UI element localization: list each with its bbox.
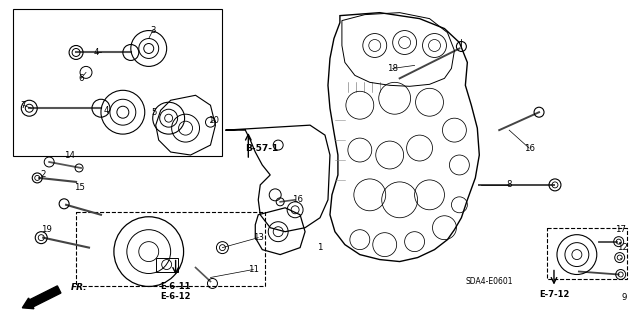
Text: 19: 19 (41, 225, 52, 234)
Text: B-57-1: B-57-1 (245, 144, 278, 153)
Text: 11: 11 (248, 265, 259, 274)
Text: 16: 16 (524, 144, 534, 153)
Text: 5: 5 (151, 108, 156, 117)
Text: SDA4-E0601: SDA4-E0601 (465, 277, 513, 286)
Bar (156, 258, 178, 271)
Text: 17: 17 (615, 225, 626, 234)
Text: E-6-12: E-6-12 (161, 292, 191, 301)
Text: 14: 14 (63, 150, 75, 160)
Text: 7: 7 (20, 101, 26, 110)
Text: 15: 15 (74, 183, 84, 192)
Text: 18: 18 (387, 64, 398, 73)
Text: 6: 6 (78, 74, 84, 83)
FancyArrow shape (22, 286, 61, 309)
Text: 2: 2 (40, 171, 46, 180)
Text: FR.: FR. (71, 283, 88, 292)
Text: 1: 1 (317, 243, 323, 252)
Text: 3: 3 (150, 26, 156, 35)
Text: 9: 9 (622, 293, 627, 302)
Bar (13, 9, 223, 156)
Text: 12: 12 (617, 243, 628, 252)
Text: E-7-12: E-7-12 (539, 290, 569, 299)
Text: 8: 8 (506, 180, 512, 189)
Text: 4: 4 (93, 48, 99, 57)
Text: 13: 13 (253, 233, 264, 242)
Bar (547, 228, 627, 279)
Bar (76, 212, 265, 286)
Text: 16: 16 (292, 195, 303, 204)
Text: 10: 10 (208, 116, 219, 125)
Text: E-6-11: E-6-11 (161, 282, 191, 291)
Text: 4: 4 (103, 106, 109, 115)
